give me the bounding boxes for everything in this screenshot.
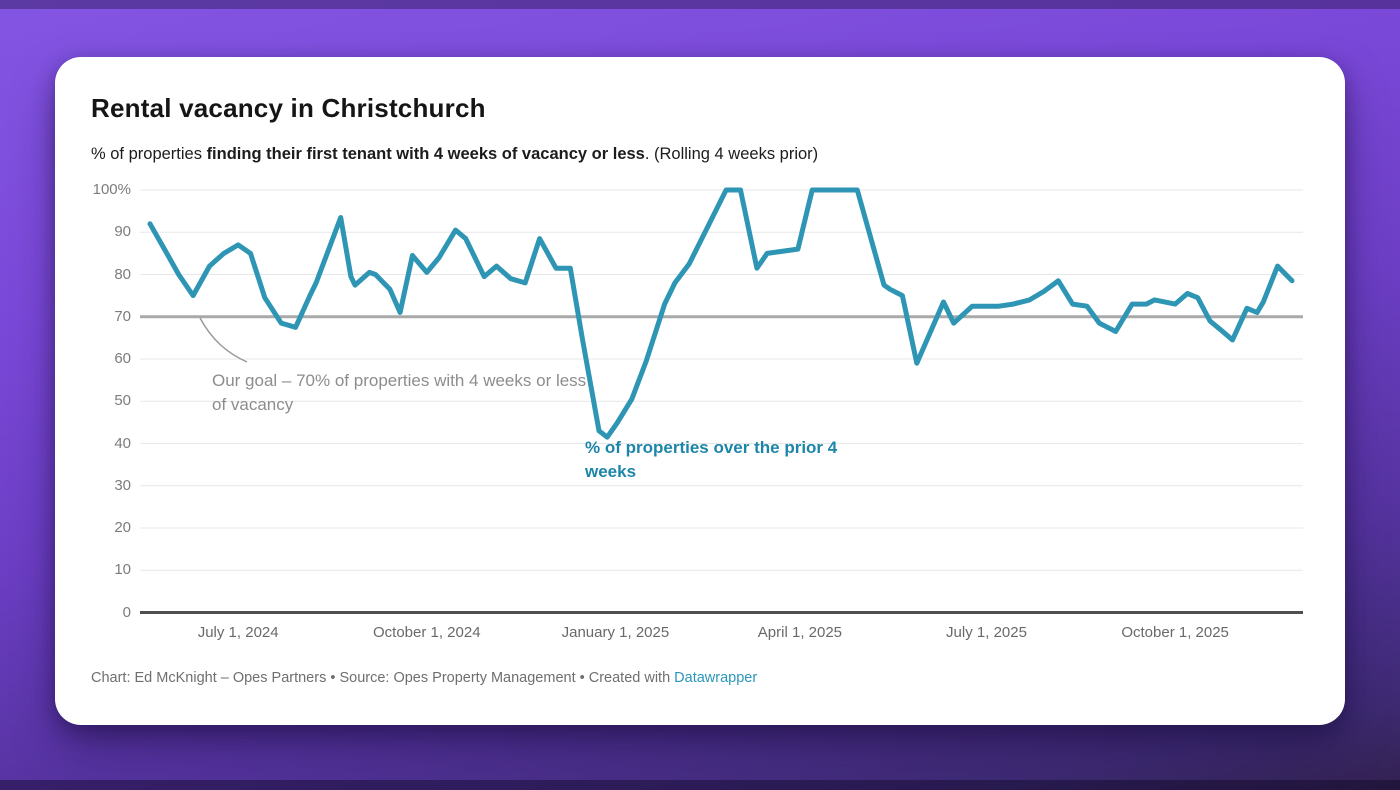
- y-axis-tick-label: 70: [114, 307, 131, 325]
- x-axis-tick-label: July 1, 2024: [197, 624, 279, 641]
- footer-credit-text: Chart: Ed McKnight – Opes Partners • Sou…: [91, 670, 675, 686]
- goal-annotation: Our goal – 70% of properties with 4 week…: [212, 371, 587, 414]
- datawrapper-link[interactable]: Datawrapper: [674, 670, 758, 686]
- y-axis-tick-label: 20: [114, 519, 131, 536]
- y-axis-tick-label: 40: [114, 434, 131, 452]
- subtitle-normal-text: % of properties: [91, 145, 207, 163]
- y-axis-tick-label: 10: [114, 561, 131, 579]
- chart-card: Rental vacancy in Christchurch % of prop…: [55, 57, 1345, 725]
- x-axis-tick-label: April 1, 2025: [757, 624, 843, 641]
- top-edge-bar: [0, 0, 1400, 9]
- series-label: % of properties over the prior 4 weeks: [585, 438, 838, 481]
- y-axis-tick-label: 100%: [92, 181, 131, 198]
- subtitle-bold-text: finding their first tenant with 4 weeks …: [206, 145, 645, 163]
- chart-plot-area: Our goal – 70% of properties with 4 week…: [55, 57, 1345, 725]
- y-axis-tick-label: 0: [122, 603, 131, 621]
- x-axis-tick-label: October 1, 2025: [1121, 624, 1229, 641]
- y-axis-tick-label: 30: [114, 476, 131, 494]
- bottom-edge-bar: [0, 780, 1400, 790]
- x-axis-tick-label: January 1, 2025: [561, 624, 670, 641]
- y-axis-tick-label: 50: [114, 392, 131, 410]
- y-axis-tick-label: 60: [114, 350, 131, 367]
- subtitle-suffix-text: . (Rolling 4 weeks prior): [644, 145, 819, 163]
- x-axis-tick-label: July 1, 2025: [946, 624, 1027, 641]
- x-axis-tick-label: October 1, 2024: [372, 624, 481, 641]
- chart-footer: Chart: Ed McKnight – Opes Partners • Sou…: [91, 670, 757, 686]
- chart-title: Rental vacancy in Christchurch: [91, 93, 486, 123]
- goal-leader-line: [199, 317, 248, 363]
- y-axis-tick-label: 90: [114, 223, 131, 241]
- chart-subtitle: % of properties finding their first tena…: [91, 145, 818, 164]
- y-axis-tick-label: 80: [114, 265, 131, 283]
